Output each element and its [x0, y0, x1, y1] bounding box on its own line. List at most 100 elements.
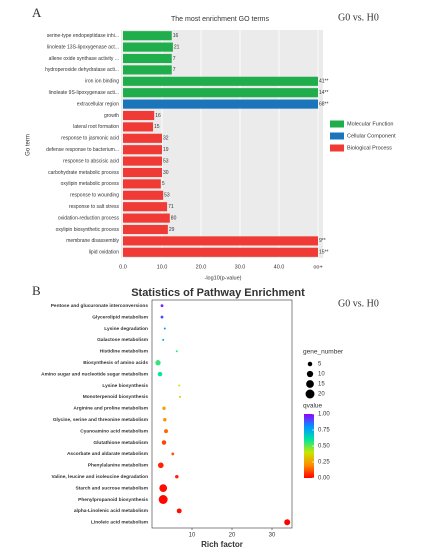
legend-dot — [305, 389, 315, 399]
y-tick-label: response to salt stress — [69, 204, 120, 210]
y-tick-label: Starch and sucrose metabolism — [75, 485, 148, 491]
bar — [123, 133, 162, 143]
x-tick-label: 0.0 — [119, 264, 127, 270]
annotation: G0 vs. H0 — [338, 12, 379, 23]
legend-dot — [306, 380, 314, 388]
bar — [123, 99, 318, 109]
bubble — [176, 508, 182, 514]
bubble — [158, 495, 168, 504]
legend-dot — [306, 370, 314, 378]
y-tick-label: response to jasmonic acid — [61, 136, 119, 142]
y-tick-label: linoleate 13S-lipoxygenase act... — [47, 44, 119, 50]
x-tick-label: oo+ — [313, 264, 322, 270]
value-label: 16 — [155, 113, 161, 119]
value-label: 16 — [173, 33, 179, 39]
plot-background — [121, 30, 323, 258]
value-label: 53 — [163, 158, 169, 164]
bar — [123, 224, 168, 235]
bar — [123, 76, 318, 86]
y-tick-label: growth — [104, 113, 119, 119]
bubble — [162, 338, 165, 341]
bar — [123, 167, 162, 178]
y-tick-label: Lysine biosynthesis — [102, 383, 148, 389]
y-tick-label: serine-type endopeptidase inhi... — [47, 33, 119, 39]
legend-label: 5 — [318, 362, 322, 368]
panel-label: B — [32, 283, 41, 298]
plot-frame — [151, 299, 293, 529]
bubble — [155, 360, 161, 366]
y-tick-label: defense response to bacterium... — [46, 147, 119, 153]
x-axis-label: -log10(p-value) — [205, 275, 242, 281]
value-label: 29 — [169, 227, 175, 233]
y-tick-label: Arginine and proline metabolism — [73, 406, 148, 412]
bar — [123, 53, 172, 64]
bubble — [284, 519, 291, 526]
bar — [123, 247, 318, 257]
x-tick-label: 30.0 — [235, 264, 246, 270]
y-tick-label: Monoterpenoid biosynthesis — [83, 394, 149, 400]
y-tick-label: Cyanoamino acid metabolism — [80, 428, 148, 434]
y-tick-label: Biosynthesis of amino acids — [83, 360, 148, 366]
y-axis-label: Go term — [26, 134, 32, 156]
x-tick-label: 20 — [229, 533, 236, 539]
y-tick-label: allene oxide synthase activity ... — [49, 56, 119, 62]
value-label: 41** — [319, 79, 329, 85]
bar — [123, 190, 164, 200]
y-tick-label: oxylipin biosynthetic process — [56, 227, 120, 233]
value-label: 15 — [154, 124, 160, 130]
y-tick-label: alpha-Linolenic acid metabolism — [74, 508, 148, 514]
legend-dot — [307, 361, 313, 367]
legend-label: 10 — [318, 372, 325, 378]
value-label: 53 — [164, 193, 170, 199]
bar — [123, 65, 172, 75]
x-tick-label: 30 — [269, 533, 276, 539]
bubble — [178, 384, 181, 387]
y-tick-label: Phenylalanine metabolism — [88, 463, 148, 469]
y-tick-label: oxylipin metabolic process — [61, 181, 120, 187]
y-tick-label: linoleate 9S-lipoxygenase acti... — [49, 90, 119, 96]
chart-title: Statistics of Pathway Enrichment — [131, 287, 305, 299]
value-label: 9** — [319, 238, 326, 244]
bubble — [164, 429, 168, 434]
bubble — [163, 417, 167, 422]
bubble — [171, 452, 175, 456]
value-label: 5 — [162, 181, 165, 187]
bar — [123, 179, 161, 189]
bar — [123, 236, 318, 246]
value-label: 7 — [173, 67, 176, 73]
colorbar-label: 0.75 — [318, 428, 330, 434]
legend-label: Molecular Function — [347, 121, 393, 127]
x-tick-label: 40.0 — [274, 264, 285, 270]
x-tick-label: 10 — [189, 533, 196, 539]
x-tick-label: 20.0 — [196, 264, 207, 270]
y-tick-label: membrane disassembly — [66, 238, 119, 244]
y-tick-label: Linoleic acid metabolism — [91, 520, 148, 526]
bubble — [159, 484, 168, 492]
y-tick-label: lateral root formation — [73, 124, 119, 130]
bubble — [179, 395, 181, 398]
y-tick-label: Phenylpropanoid biosynthesis — [78, 497, 148, 503]
panel-label: A — [32, 5, 42, 20]
bubble — [175, 350, 178, 353]
value-label: 68** — [319, 101, 329, 107]
y-tick-label: Valine, leucine and isoleucine degradati… — [52, 474, 149, 480]
value-label: 21 — [174, 44, 180, 50]
y-tick-label: oxidation-reduction process — [58, 215, 120, 221]
x-axis-label: Rich factor — [201, 540, 243, 549]
x-tick-label: 10.0 — [157, 264, 168, 270]
legend-label: Biological Process — [347, 145, 392, 151]
y-tick-label: Ascorbate and aldarate metabolism — [67, 451, 148, 457]
annotation: G0 vs. H0 — [338, 298, 379, 309]
bubble — [160, 304, 164, 308]
value-label: 15** — [319, 250, 329, 256]
y-tick-label: Lysine degradation — [104, 326, 148, 332]
chart-title: The most enrichment GO terms — [171, 16, 270, 23]
legend-label: 15 — [318, 382, 325, 388]
legend-swatch — [330, 144, 344, 152]
y-tick-label: Glycerolipid metabolism — [92, 314, 148, 320]
y-tick-label: Glutathione metabolism — [93, 440, 148, 446]
bar — [123, 213, 170, 223]
value-label: 80 — [171, 215, 177, 221]
bar — [123, 156, 162, 166]
